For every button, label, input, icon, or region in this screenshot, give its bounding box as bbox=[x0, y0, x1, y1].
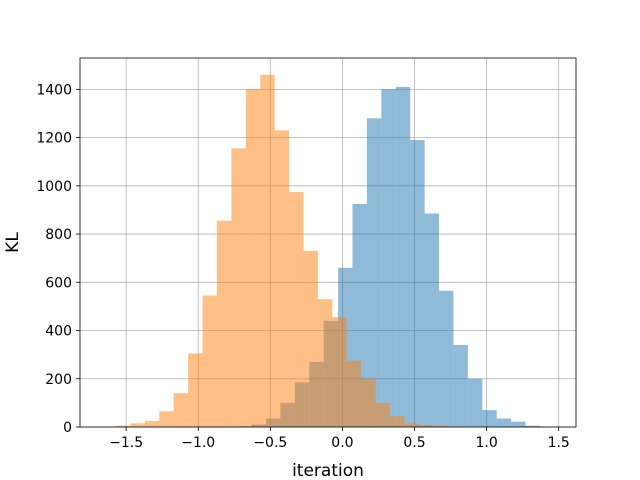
series-1-bar-12 bbox=[274, 130, 290, 427]
series-1-bar-14 bbox=[303, 250, 318, 427]
series-1-bar-9 bbox=[231, 148, 246, 428]
x-tick-label-3: 0.0 bbox=[331, 435, 353, 451]
x-tick-label-2: −0.5 bbox=[253, 435, 287, 451]
series-0-bar-15 bbox=[453, 345, 468, 427]
axis-ticks: −1.5 −1.0 −0.5 0.0 0.5 1.0 1.5 0 200 400 600 800 100… bbox=[36, 82, 569, 451]
series-1-bar-3 bbox=[144, 420, 160, 427]
series-1-bar-18 bbox=[361, 378, 376, 427]
y-tick-label-6: 1200 bbox=[36, 131, 72, 147]
series-1-bar-6 bbox=[188, 353, 203, 427]
y-tick-label-2: 400 bbox=[45, 324, 72, 340]
series-1-bar-17 bbox=[346, 360, 362, 427]
histogram-bars bbox=[101, 74, 555, 428]
series-1-bar-5 bbox=[173, 393, 189, 427]
x-axis-label: iteration bbox=[292, 461, 364, 480]
series-1-bar-20 bbox=[390, 416, 405, 427]
series-0-bar-16 bbox=[467, 378, 483, 427]
series-1-bar-4 bbox=[159, 411, 174, 427]
series-1-bar-10 bbox=[245, 89, 261, 428]
y-axis-label: KL bbox=[3, 232, 23, 253]
y-tick-label-5: 1000 bbox=[36, 179, 72, 195]
x-tick-label-1: −1.0 bbox=[181, 435, 215, 451]
series-1-bar-13 bbox=[289, 191, 304, 427]
x-tick-label-6: 1.5 bbox=[548, 435, 570, 451]
series-0-bar-10 bbox=[381, 89, 396, 428]
series-1-bar-7 bbox=[202, 295, 217, 427]
series-1-bar-1 bbox=[116, 425, 131, 427]
y-tick-label-1: 200 bbox=[45, 372, 72, 388]
series-1-bar-15 bbox=[317, 299, 333, 427]
x-tick-label-0: −1.5 bbox=[109, 435, 143, 451]
series-1-bar-19 bbox=[375, 402, 390, 427]
series-0-bar-18 bbox=[496, 418, 512, 427]
series-1-bar-2 bbox=[130, 423, 145, 427]
x-tick-label-5: 1.0 bbox=[475, 435, 497, 451]
series-0-bar-17 bbox=[482, 410, 497, 427]
series-0-bar-14 bbox=[439, 290, 454, 427]
y-tick-label-0: 0 bbox=[63, 420, 72, 436]
series-0-bar-12 bbox=[410, 140, 425, 427]
y-tick-label-4: 800 bbox=[45, 227, 72, 243]
y-tick-label-7: 1400 bbox=[36, 82, 72, 98]
x-tick-label-4: 0.5 bbox=[403, 435, 425, 451]
series-1-bar-22 bbox=[418, 425, 434, 427]
series-1-bar-8 bbox=[216, 220, 232, 427]
plot-frame bbox=[79, 57, 577, 428]
series-1-bar-23 bbox=[433, 425, 448, 427]
series-1-bar-16 bbox=[332, 317, 347, 427]
series-1-bar-11 bbox=[260, 74, 275, 427]
series-0-bar-20 bbox=[525, 425, 540, 427]
series-0-bar-13 bbox=[424, 213, 440, 427]
y-tick-label-3: 600 bbox=[45, 275, 72, 291]
series-0-bar-9 bbox=[366, 118, 382, 427]
series-0-bar-11 bbox=[395, 86, 411, 428]
series-0-bar-19 bbox=[511, 421, 526, 427]
series-1-bar-21 bbox=[404, 423, 419, 427]
